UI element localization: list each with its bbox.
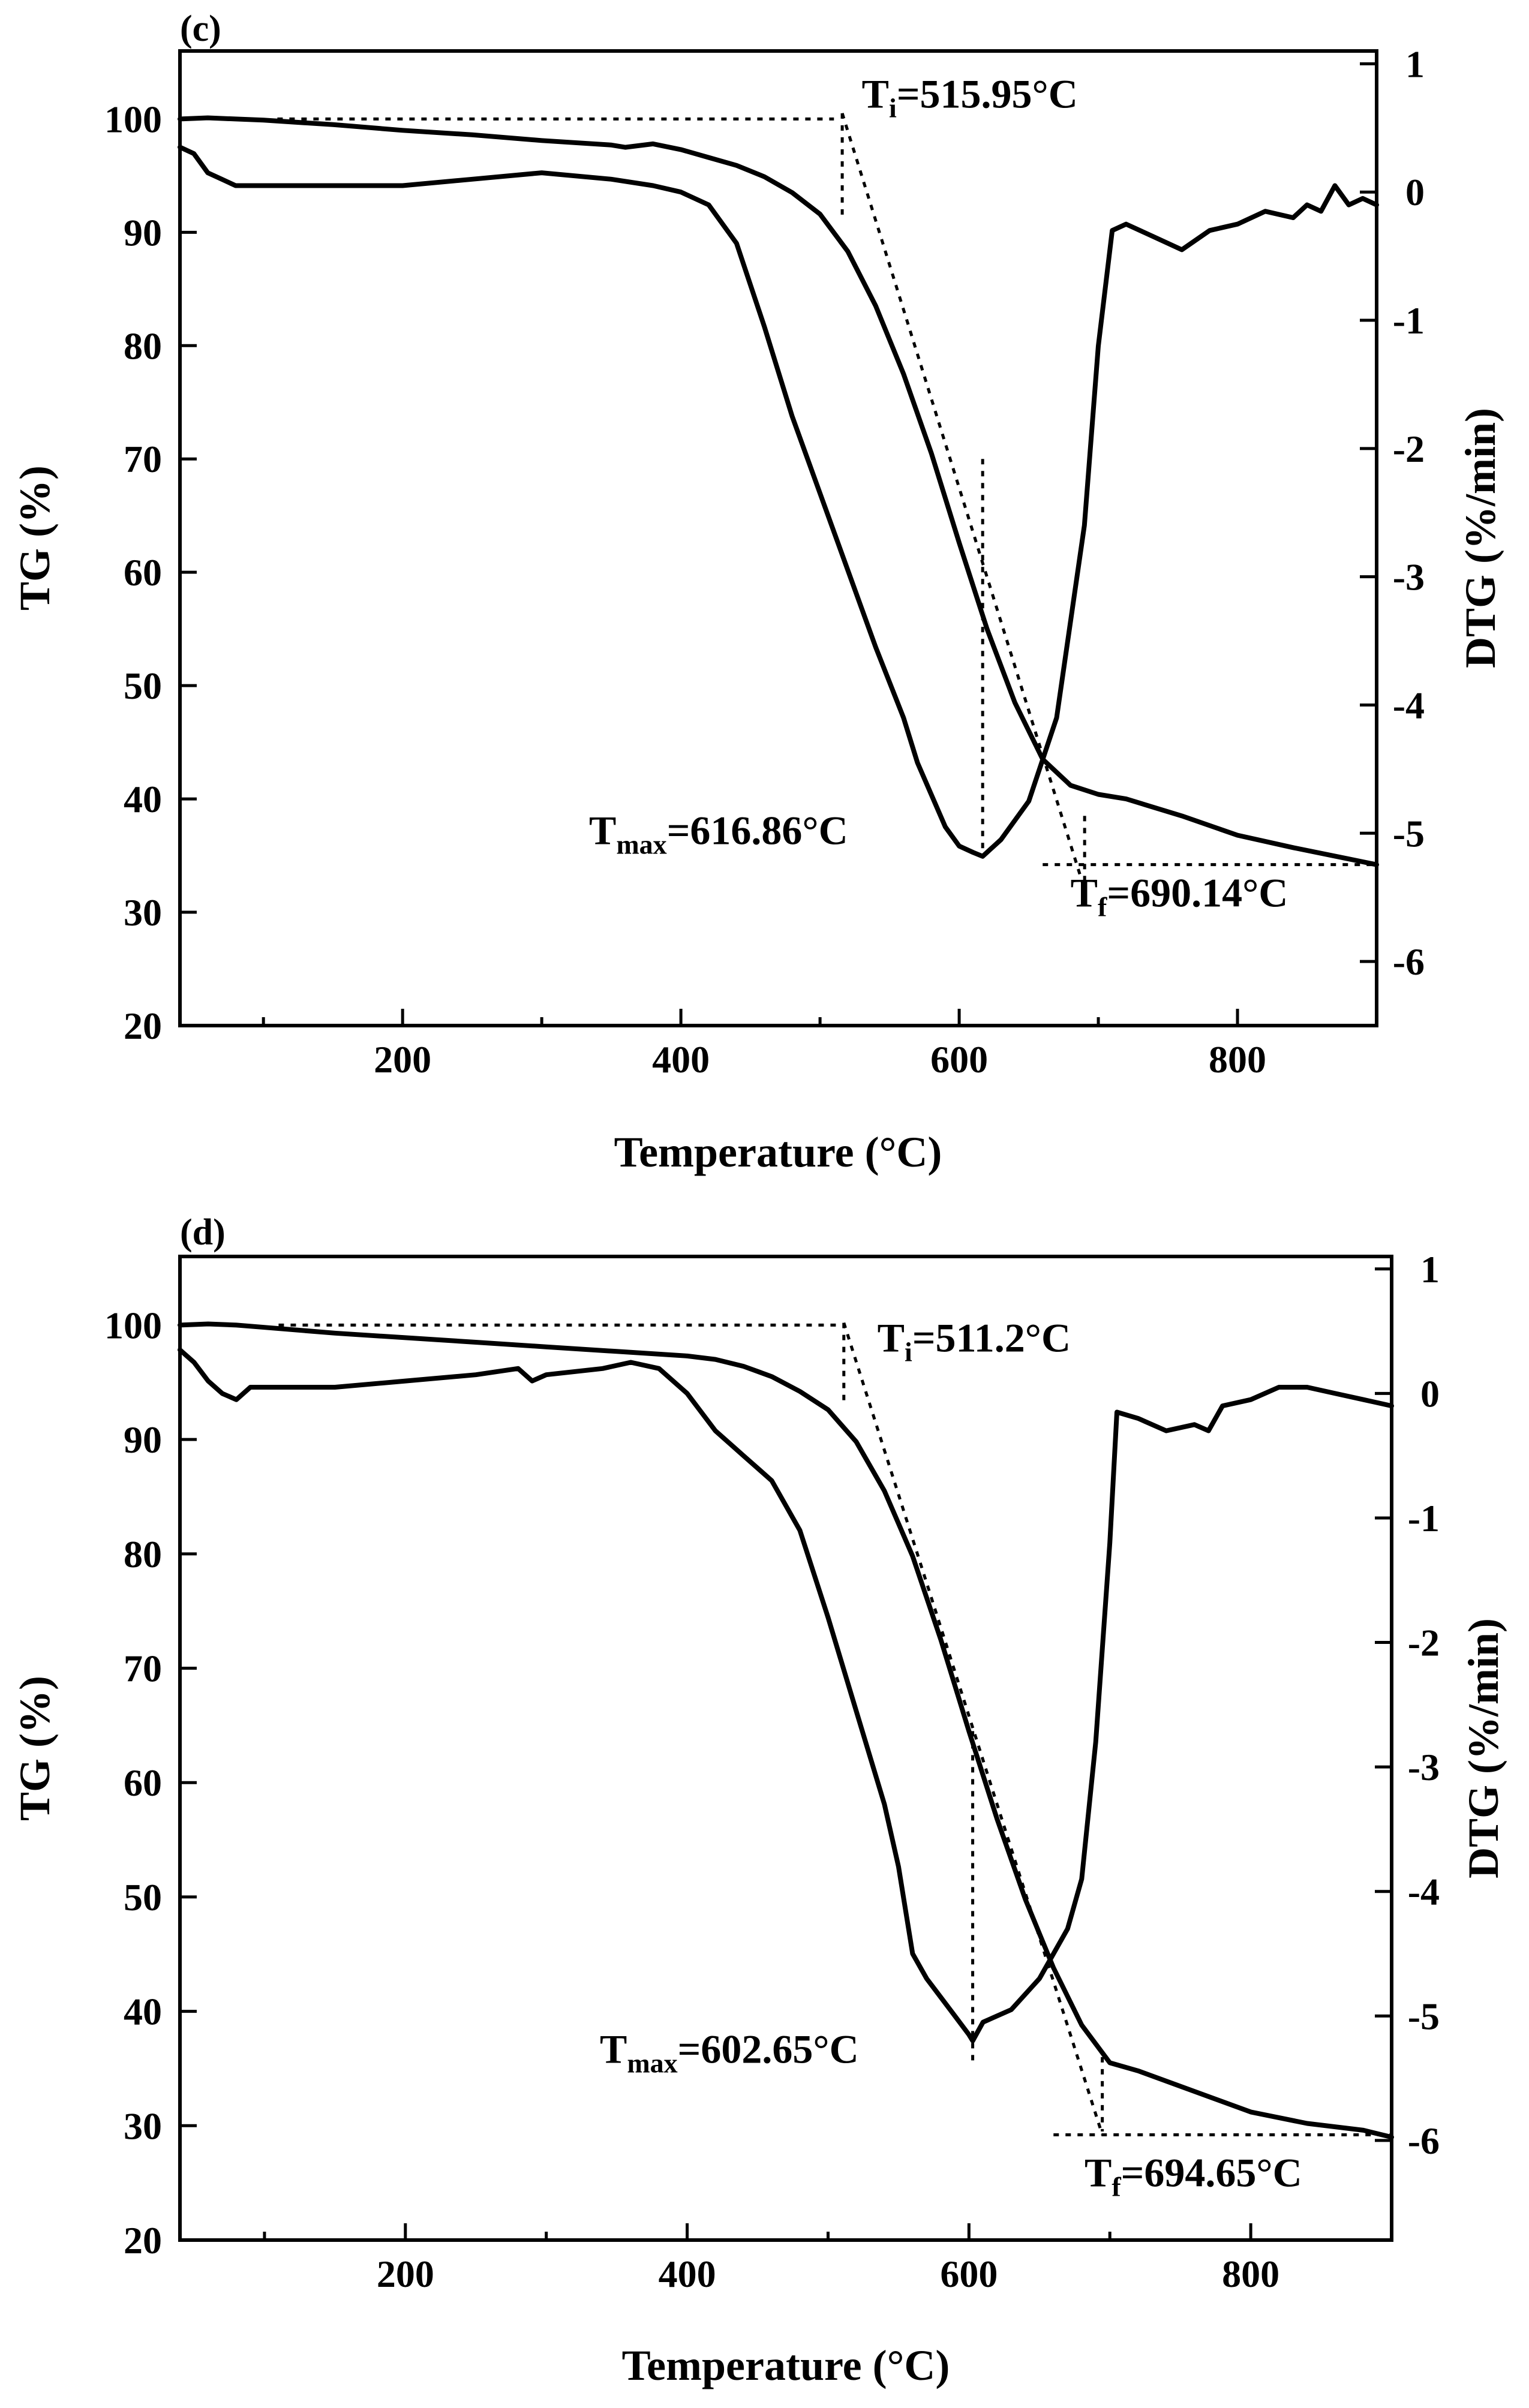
y-ticks-left: 20 30 40 50 60 70 80 90 100: [104, 1304, 197, 2262]
y-right-tick-label: 1: [1405, 43, 1425, 85]
y-left-tick-label: 30: [124, 2105, 162, 2147]
y-axis-title-right: DTG (%/min): [1459, 1618, 1507, 1878]
y-left-tick-label: 100: [104, 98, 162, 140]
construction-line-1: [842, 1322, 1104, 2136]
annotation-f: Tf=694.65°C: [1085, 2150, 1302, 2202]
dtg-curve: [178, 145, 1379, 859]
annotation-i: Ti=511.2°C: [878, 1315, 1071, 1367]
y-right-tick-label: -5: [1393, 812, 1425, 855]
x-ticks: 200 400 600 800: [262, 1009, 1266, 1081]
y-ticks-right: 1 0 -1 -2 -3 -4 -5 -6: [1375, 1248, 1440, 2162]
x-axis-title: Temperature (°C): [614, 1128, 942, 1176]
x-tick-label: 800: [1209, 1038, 1266, 1081]
y-right-tick-label: -1: [1408, 1497, 1440, 1540]
x-axis-title: Temperature (°C): [622, 2341, 950, 2389]
panel-d: 200 400 600 800 20 30 40 50 60 70 80 90 100 1 0 -1 -2 -…: [11, 1212, 1507, 2389]
y-left-tick-label: 40: [124, 778, 162, 820]
y-right-tick-label: -4: [1393, 684, 1425, 726]
x-tick-label: 600: [930, 1038, 988, 1081]
plot-frame: [178, 49, 1378, 1027]
y-left-tick-label: 60: [124, 1761, 162, 1804]
series-lines: [178, 115, 1379, 867]
dtg-curve: [178, 1347, 1394, 2043]
tg-curve: [178, 115, 1379, 867]
y-right-tick-label: -3: [1393, 556, 1425, 599]
y-ticks-left: 20 30 40 50 60 70 80 90 100: [104, 98, 197, 1047]
x-tick-label: 600: [940, 2253, 998, 2295]
y-left-tick-label: 80: [124, 324, 162, 367]
x-tick-label: 200: [374, 1038, 431, 1081]
y-left-tick-label: 70: [124, 438, 162, 480]
y-right-tick-label: 0: [1420, 1372, 1440, 1415]
y-right-tick-label: 1: [1420, 1248, 1440, 1291]
annotations: Ti=511.2°C Tmax=602.65°C Tf=694.65°C: [600, 1315, 1302, 2202]
y-right-tick-label: -2: [1408, 1622, 1440, 1664]
y-left-tick-label: 40: [124, 1991, 162, 2033]
y-axis-title-right: DTG (%/min): [1456, 408, 1504, 668]
annotation-f: Tf=690.14°C: [1071, 870, 1288, 922]
y-left-tick-label: 100: [104, 1304, 162, 1346]
y-left-tick-label: 20: [124, 2219, 162, 2262]
panel-label: (c): [180, 8, 221, 49]
y-right-tick-label: -6: [1393, 940, 1425, 983]
y-left-tick-label: 90: [124, 1418, 162, 1461]
y-right-tick-label: -2: [1393, 428, 1425, 470]
construction-lines: [278, 1322, 1392, 2137]
series-lines: [178, 1321, 1394, 2140]
y-right-tick-label: -1: [1393, 299, 1425, 342]
y-left-tick-label: 30: [124, 891, 162, 934]
construction-lines: [277, 113, 1377, 891]
panel-c: 200 400 600 800 20 30 40 50 60 70 80 90 100 1 0 -1 -2 -…: [11, 8, 1504, 1176]
y-left-tick-label: 50: [124, 1876, 162, 1919]
y-right-tick-label: -5: [1408, 1995, 1440, 2037]
tg-curve: [178, 1321, 1394, 2140]
y-left-tick-label: 90: [124, 211, 162, 254]
x-tick-label: 200: [377, 2253, 434, 2295]
y-left-tick-label: 60: [124, 551, 162, 594]
annotation-i: Ti=515.95°C: [862, 71, 1078, 123]
x-tick-label: 400: [652, 1038, 710, 1081]
annotations: Ti=515.95°C Tmax=616.86°C Tf=690.14°C: [589, 71, 1288, 922]
annotation-max: Tmax=616.86°C: [589, 808, 848, 860]
y-right-tick-label: -3: [1408, 1746, 1440, 1788]
y-right-tick-label: -6: [1408, 2120, 1440, 2162]
y-left-tick-label: 20: [124, 1005, 162, 1047]
annotation-max: Tmax=602.65°C: [600, 2026, 859, 2078]
y-left-tick-label: 50: [124, 665, 162, 707]
x-tick-label: 400: [659, 2253, 716, 2295]
x-ticks: 200 400 600 800: [263, 2223, 1279, 2295]
y-right-tick-label: -4: [1408, 1871, 1440, 1913]
y-axis-title-left: TG (%): [11, 465, 59, 611]
y-axis-title-left: TG (%): [11, 1676, 59, 1821]
y-right-tick-label: 0: [1405, 171, 1425, 214]
y-left-tick-label: 80: [124, 1533, 162, 1576]
y-left-tick-label: 70: [124, 1648, 162, 1690]
construction-line-1: [840, 113, 1086, 891]
panel-label: (d): [180, 1212, 226, 1253]
plot-frame: [178, 1255, 1393, 2242]
x-tick-label: 800: [1222, 2253, 1279, 2295]
y-ticks-right: 1 0 -1 -2 -3 -4 -5 -6: [1360, 43, 1425, 983]
